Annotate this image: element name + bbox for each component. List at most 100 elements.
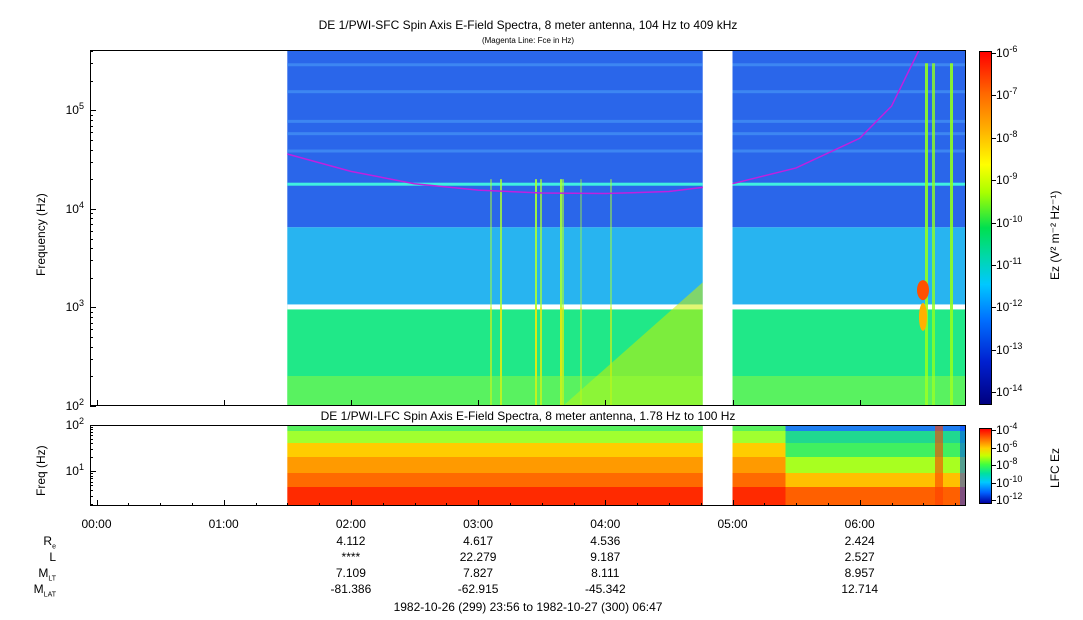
x-tick-mark-bottom bbox=[96, 500, 98, 506]
sfc-band-gap bbox=[732, 304, 966, 310]
x-tick-label: 03:00 bbox=[463, 517, 494, 531]
sfc-stripe bbox=[732, 63, 966, 67]
ephemeris-value: 4.536 bbox=[590, 534, 621, 548]
sfc-cyan-line bbox=[732, 182, 966, 186]
bottom-colorbar-tickmark bbox=[992, 430, 996, 431]
sfc-rising-emission bbox=[562, 282, 703, 406]
sfc-right-streak bbox=[925, 63, 928, 406]
lfc-band bbox=[785, 431, 966, 443]
sfc-burst bbox=[560, 179, 562, 406]
bottom-colorbar-tick: 10-8 bbox=[996, 456, 1018, 472]
x-tick-mark-bottom bbox=[478, 500, 480, 506]
top-colorbar-tickmark bbox=[992, 307, 996, 309]
top-ytick-minor bbox=[90, 119, 93, 121]
top-colorbar-tick: 10-9 bbox=[996, 171, 1018, 188]
top-panel-frame bbox=[90, 50, 966, 406]
sfc-burst-low bbox=[580, 307, 582, 406]
top-ytick-minor bbox=[90, 238, 93, 240]
bottom-colorbar-tick: 10-6 bbox=[996, 438, 1018, 455]
top-ytick-minor bbox=[90, 149, 93, 151]
x-tick-minor bbox=[160, 503, 162, 506]
bottom-ytick-minor bbox=[90, 478, 93, 480]
top-colorbar-tickmark bbox=[992, 222, 996, 224]
x-tick-label: 01:00 bbox=[208, 517, 239, 531]
x-tick-minor bbox=[668, 503, 670, 506]
sfc-band-mid bbox=[287, 227, 703, 308]
x-tick-minor bbox=[923, 503, 925, 506]
top-ytick-mark bbox=[90, 208, 96, 210]
bottom-ytick-minor bbox=[90, 427, 93, 429]
bottom-colorbar-tickmark bbox=[992, 482, 996, 484]
top-spectrogram-svg bbox=[287, 50, 966, 406]
bottom-colorbar-tickmark bbox=[992, 500, 996, 501]
ephemeris-row-name: MLT bbox=[38, 566, 56, 583]
x-tick-minor bbox=[255, 503, 257, 506]
top-colorbar bbox=[979, 51, 992, 405]
ephemeris-value: 7.109 bbox=[335, 566, 366, 580]
top-ytick-minor bbox=[90, 80, 93, 82]
x-tick-mark-top bbox=[859, 400, 861, 406]
top-colorbar-tickmark bbox=[992, 180, 996, 182]
top-ytick-minor bbox=[90, 337, 93, 339]
top-ytick-label: 105 bbox=[65, 101, 84, 118]
x-tick-minor bbox=[414, 503, 416, 506]
sfc-burst bbox=[610, 179, 612, 406]
x-tick-minor bbox=[541, 503, 543, 506]
top-ytick-minor bbox=[90, 316, 93, 318]
sfc-burst bbox=[562, 179, 564, 406]
x-tick-mark-top bbox=[478, 400, 480, 406]
top-colorbar-tick: 10-8 bbox=[996, 128, 1018, 145]
x-tick-minor bbox=[955, 503, 957, 506]
lfc-band bbox=[287, 487, 703, 506]
ephemeris-value: 7.827 bbox=[463, 566, 494, 580]
top-spectrogram bbox=[90, 50, 966, 406]
bottom-ytick-label: 102 bbox=[65, 416, 84, 432]
x-tick-mark-top bbox=[223, 400, 225, 406]
top-colorbar-tickmark bbox=[992, 264, 996, 266]
sfc-burst-low bbox=[610, 307, 612, 406]
top-ytick-minor bbox=[90, 322, 93, 324]
lfc-band bbox=[287, 425, 703, 431]
top-ytick-minor bbox=[90, 329, 93, 331]
sfc-burst-low bbox=[535, 307, 537, 406]
sfc-bottom-strip bbox=[732, 376, 966, 406]
bottom-panel-title: DE 1/PWI-LFC Spin Axis E-Field Spectra, … bbox=[320, 409, 736, 423]
top-ytick-minor bbox=[90, 50, 93, 52]
x-tick-label: 05:00 bbox=[717, 517, 748, 531]
top-colorbar-label-text: Ez (V² m⁻² Hz⁻¹) bbox=[1048, 190, 1062, 280]
ephemeris-value: 12.714 bbox=[841, 582, 879, 596]
top-ytick-label: 103 bbox=[65, 298, 84, 315]
sfc-band-high bbox=[287, 50, 703, 228]
lfc-band bbox=[287, 457, 703, 473]
lfc-band bbox=[732, 443, 786, 457]
x-tick-label: 00:00 bbox=[81, 517, 112, 531]
x-tick-mark-top bbox=[732, 400, 734, 406]
bottom-panel-frame bbox=[90, 425, 966, 506]
sfc-burst-low bbox=[540, 307, 542, 406]
top-ytick-minor bbox=[90, 311, 93, 313]
ephemeris-value: 9.187 bbox=[590, 550, 621, 564]
bottom-ytick-minor bbox=[90, 435, 93, 437]
lfc-band bbox=[732, 431, 786, 443]
bottom-ytick-minor bbox=[90, 495, 93, 497]
bottom-colorbar-tickmark bbox=[992, 465, 996, 466]
lfc-band bbox=[785, 457, 966, 473]
ephemeris-row-name: L bbox=[49, 550, 56, 564]
x-tick-mark-bottom bbox=[223, 500, 225, 506]
lfc-band bbox=[785, 487, 966, 506]
sfc-band-gap bbox=[287, 304, 703, 310]
lfc-band bbox=[732, 487, 786, 506]
bottom-ytick-minor bbox=[90, 485, 93, 487]
bottom-ytick-minor bbox=[90, 449, 93, 451]
lfc-right-edge bbox=[960, 425, 966, 506]
x-tick-minor bbox=[637, 503, 639, 506]
top-colorbar-label: Ez (V² m⁻² Hz⁻¹) bbox=[1048, 191, 1062, 280]
x-tick-mark-top bbox=[96, 400, 98, 406]
top-colorbar-tickmark bbox=[992, 392, 996, 394]
x-tick-minor bbox=[764, 503, 766, 506]
top-ytick-minor bbox=[90, 213, 93, 215]
x-tick-mark-top bbox=[350, 400, 352, 406]
lfc-band bbox=[785, 443, 966, 457]
ephemeris-row-name: Re bbox=[43, 534, 56, 551]
sfc-stripe bbox=[732, 132, 966, 136]
